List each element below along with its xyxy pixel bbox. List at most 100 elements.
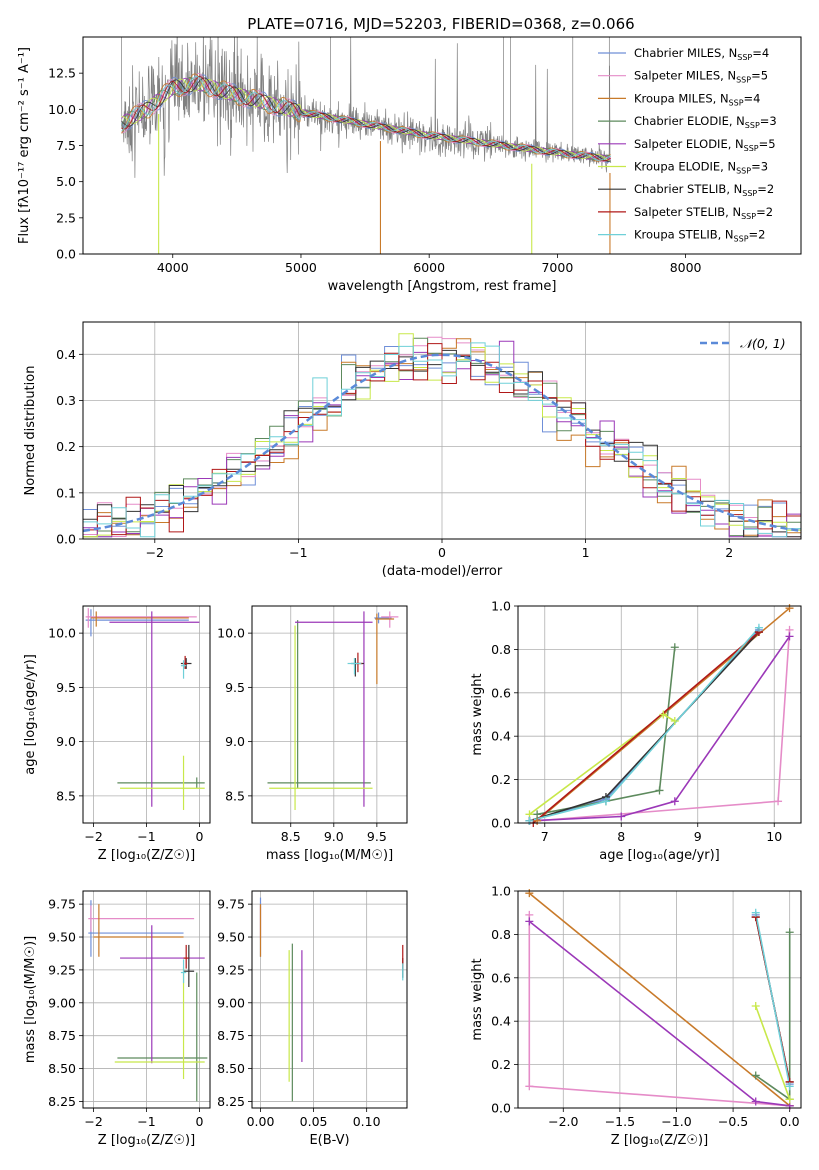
panel-weight_vs_age: 7 8 9 10 0.0 0.2 0.4 0.6 0.8 1.0 age [log₁₀(age/yr… — [470, 599, 802, 863]
y-axis-label: mass weight — [470, 958, 485, 1040]
x-tick-label: 7 — [541, 829, 549, 844]
panel-weight_vs_Z: −2.0 −1.5 −1.0 −0.5 0.0 0.0 0.2 0.4 0.6 0.8 1.0 Z [… — [470, 884, 802, 1148]
x-tick-label: 1 — [582, 545, 590, 560]
weight-marker — [785, 1095, 794, 1104]
x-tick-label: −1 — [137, 829, 155, 844]
axes-frame — [251, 605, 408, 824]
legend-entry: Chabrier ELODIE, NSSP=3 — [634, 114, 777, 130]
y-tick-label: 9.5 — [225, 680, 245, 695]
y-tick-label: 9.25 — [48, 962, 76, 977]
x-axis-label: Z [log₁₀(Z/Z☉)] — [98, 848, 195, 863]
legend-entry: Salpeter ELODIE, NSSP=5 — [634, 137, 776, 153]
y-tick-label: 0.4 — [491, 1014, 511, 1029]
plot-area — [267, 611, 399, 810]
legend-entry: Kroupa ELODIE, NSSP=3 — [634, 160, 768, 176]
y-tick-label: 8.5 — [225, 788, 245, 803]
x-axis-label: E(B-V) — [309, 1133, 349, 1148]
y-tick-label: 0.0 — [56, 532, 76, 547]
weight-line — [528, 920, 790, 1107]
x-tick-label: −2 — [146, 545, 164, 560]
plot-area — [259, 897, 404, 1102]
x-tick-label: 7000 — [541, 260, 573, 275]
axes-frame — [517, 890, 802, 1109]
axes-frame — [517, 605, 802, 824]
y-tick-label: 0.8 — [491, 642, 511, 657]
x-tick-label: 0 — [195, 1114, 203, 1129]
y-tick-label: 8.50 — [217, 1061, 245, 1076]
legend-suffix: =2 — [756, 205, 773, 219]
x-tick-label: 0 — [195, 829, 203, 844]
legend-suffix: =2 — [757, 182, 774, 196]
panel-residuals: −2 −1 0 1 2 0.0 0.1 0.2 0.3 0.4 (data-model)/error… — [23, 321, 802, 579]
y-tick-label: 10.0 — [48, 102, 76, 117]
y-tick-label: 0.6 — [491, 685, 511, 700]
axes-frame — [82, 321, 802, 540]
x-tick-label: 9.5 — [367, 829, 387, 844]
weight-marker — [785, 928, 794, 937]
x-tick-label: 6000 — [413, 260, 445, 275]
y-tick-label: 9.0 — [225, 734, 245, 749]
legend-subscript: SSP — [736, 76, 751, 85]
y-tick-label: 10.0 — [48, 626, 76, 641]
legend-entry: Salpeter MILES, NSSP=5 — [634, 69, 768, 85]
y-tick-label: 9.00 — [217, 995, 245, 1010]
x-tick-label: 0.05 — [300, 1114, 328, 1129]
y-tick-label: 9.5 — [56, 680, 76, 695]
legend-label: Salpeter ELODIE, N — [634, 137, 744, 151]
y-axis-label: mass [log₁₀(M/M☉)] — [23, 936, 38, 1063]
y-axis-label: Flux [fλ10⁻¹⁷ erg cm⁻² s⁻¹ A⁻¹] — [17, 47, 32, 244]
weight-line — [536, 647, 676, 816]
y-tick-label: 0.4 — [491, 729, 511, 744]
x-tick-label: 0.0 — [780, 1114, 800, 1129]
residual-histogram — [83, 342, 801, 538]
y-tick-label: 0.2 — [491, 1057, 511, 1072]
x-tick-label: 9 — [694, 829, 702, 844]
x-tick-label: 4000 — [157, 260, 189, 275]
model-spectrum — [121, 76, 611, 161]
x-tick-label: −1.5 — [605, 1114, 635, 1129]
x-axis-label: age [log₁₀(age/yr)] — [599, 848, 720, 863]
weight-marker — [601, 797, 610, 806]
y-tick-label: 7.5 — [56, 138, 76, 153]
y-tick-label: 1.0 — [491, 884, 511, 899]
panel-spectrum: 4000 5000 6000 7000 8000 0.0 2.5 5.0 7.5 10.0 12.5… — [17, 36, 802, 294]
y-tick-label: 8.75 — [48, 1028, 76, 1043]
weight-line — [754, 1005, 791, 1100]
x-tick-label: 8 — [617, 829, 625, 844]
legend-suffix: =4 — [752, 46, 769, 60]
weight-marker — [533, 810, 542, 819]
legend-suffix: =4 — [744, 91, 761, 105]
plot-area — [528, 892, 791, 1107]
weight-line — [529, 627, 760, 822]
y-tick-label: 9.50 — [48, 930, 76, 945]
legend-label: Salpeter MILES, N — [634, 69, 736, 83]
legend-entry: Salpeter STELIB, NSSP=2 — [634, 205, 773, 221]
legend-subscript: SSP — [741, 212, 756, 221]
x-axis-label: wavelength [Angstrom, rest frame] — [328, 279, 557, 294]
panel-mass_vs_ebv: 0.00 0.05 0.10 8.25 8.50 8.75 9.00 9.25 9.50 9.75… — [217, 890, 408, 1148]
legend-subscript: SSP — [745, 121, 760, 130]
y-tick-label: 9.50 — [217, 930, 245, 945]
x-axis-label: Z [log₁₀(Z/Z☉)] — [611, 1133, 708, 1148]
weight-marker — [751, 908, 760, 917]
weight-marker — [617, 812, 626, 821]
x-tick-label: 9.0 — [324, 829, 344, 844]
x-tick-label: 8000 — [670, 260, 702, 275]
x-tick-label: 10 — [766, 829, 782, 844]
weight-line — [532, 631, 760, 823]
normal-curve — [83, 353, 801, 533]
x-tick-label: −1.0 — [661, 1114, 691, 1129]
y-tick-label: 9.00 — [48, 995, 76, 1010]
panel-age_vs_Z: −2 −1 0 8.5 9.0 9.5 10.0 Z [log₁₀(Z/Z☉)] age [lo… — [23, 605, 211, 863]
weight-marker — [785, 1082, 794, 1091]
x-axis-label: (data-model)/error — [382, 564, 503, 579]
legend-suffix: =5 — [751, 69, 768, 83]
legend-subscript: SSP — [742, 189, 757, 198]
observed-spectrum — [121, 37, 612, 178]
y-tick-label: 0.0 — [56, 247, 76, 262]
y-tick-label: 10.0 — [217, 626, 245, 641]
axes-frame — [251, 890, 408, 1109]
axes-frame — [82, 36, 802, 255]
panel-age_vs_mass: 8.5 9.0 9.5 8.5 9.0 9.5 10.0 mass [log₁₀(M/M☉)] — [217, 605, 408, 863]
